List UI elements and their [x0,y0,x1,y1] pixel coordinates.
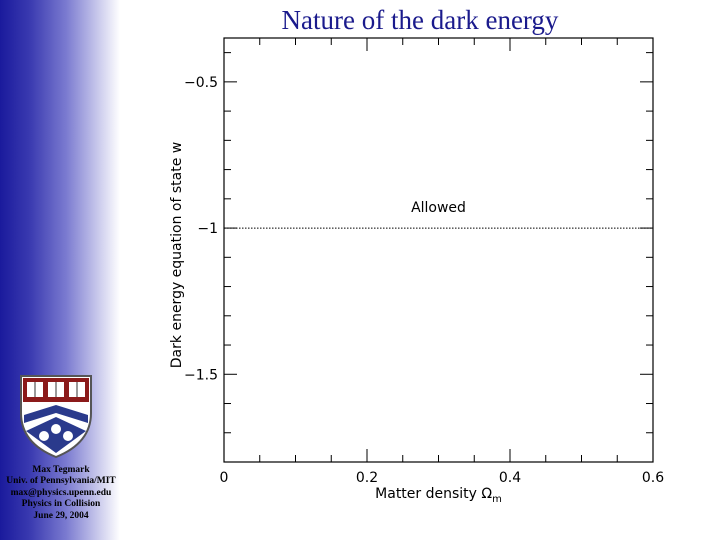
x-tick-label: 0.4 [499,470,521,486]
slide-title: Nature of the dark energy [281,5,559,35]
allowed-annotation: Allowed [411,200,466,216]
university-shield-logo [20,375,92,459]
plot-frame [223,37,654,463]
x-axis-label-text: Matter density Ω [375,486,492,502]
y-tick-label: −0.5 [184,75,218,91]
credit-conference: Physics in Collision [21,499,101,510]
credit-affiliation: Univ. of Pennsylvania/MIT [6,476,116,487]
y-tick-label: −1.5 [184,367,218,383]
axis-tick-labels: 0 0.2 0.4 0.6 −0.5 −1 −1.5 [184,75,664,486]
credit-name: Max Tegmark [32,465,90,475]
x-tick-label: 0.2 [356,470,378,486]
credit-date: June 29, 2004 [33,510,89,521]
x-axis-label: Matter density Ωm [375,486,502,505]
y-axis-label: Dark energy equation of state w [169,142,185,368]
x-tick-label: 0 [220,470,229,486]
presenter-credits: Max Tegmark Univ. of Pennsylvania/MIT ma… [0,465,122,522]
axis-ticks [223,38,654,463]
x-tick-label: 0.6 [642,470,664,486]
y-tick-label: −1 [197,221,218,237]
x-axis-label-subscript: m [492,494,502,505]
credit-email: max@physics.upenn.edu [10,487,112,498]
